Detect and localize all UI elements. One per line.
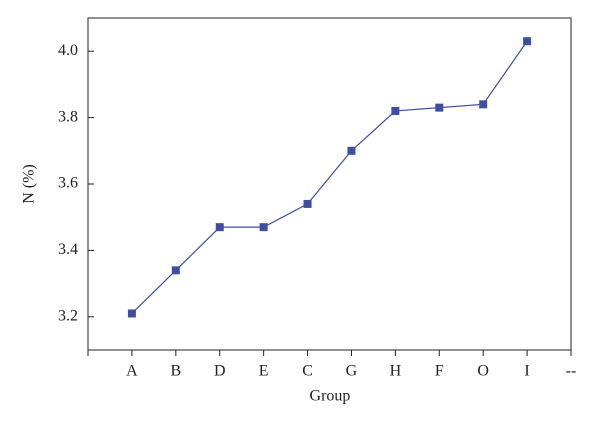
data-point bbox=[435, 103, 444, 112]
data-point bbox=[215, 223, 224, 232]
x-tick-label: O bbox=[477, 363, 489, 380]
y-tick-label: 3.4 bbox=[58, 241, 78, 258]
data-point bbox=[479, 100, 488, 109]
y-axis-label: N (%) bbox=[21, 164, 38, 204]
data-point bbox=[127, 309, 136, 318]
x-tick-label: -- bbox=[566, 363, 577, 380]
data-line bbox=[131, 40, 528, 314]
x-tick-label: H bbox=[390, 363, 402, 380]
data-point bbox=[171, 266, 180, 275]
y-tick-label: 3.8 bbox=[58, 108, 78, 125]
y-tick-label: 4.0 bbox=[58, 42, 78, 59]
x-tick-label: G bbox=[346, 363, 358, 380]
x-axis-label: Group bbox=[310, 388, 351, 405]
data-point bbox=[347, 146, 356, 155]
data-point bbox=[303, 199, 312, 208]
x-tick-label: C bbox=[302, 363, 313, 380]
x-tick-label: F bbox=[435, 363, 444, 380]
x-tick-label: B bbox=[170, 363, 181, 380]
y-tick-label: 3.2 bbox=[58, 307, 78, 324]
data-point bbox=[391, 106, 400, 115]
x-tick-label: A bbox=[126, 363, 138, 380]
data-point bbox=[259, 223, 268, 232]
plot-frame bbox=[87, 17, 572, 351]
x-tick-label: D bbox=[214, 363, 226, 380]
y-tick-label: 3.6 bbox=[58, 175, 78, 192]
x-tick-label: I bbox=[524, 363, 529, 380]
x-tick-label: E bbox=[259, 363, 269, 380]
data-point bbox=[523, 37, 532, 46]
